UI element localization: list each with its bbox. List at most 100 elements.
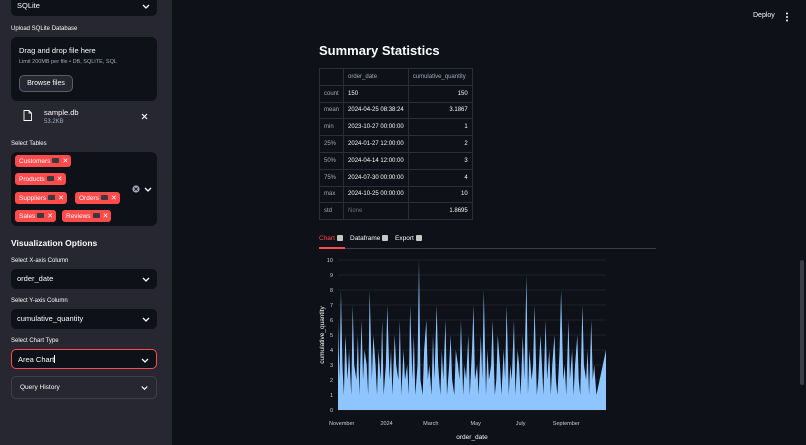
database-icon — [37, 213, 45, 218]
remove-tag-icon[interactable]: ✕ — [102, 213, 109, 220]
main-content: Deploy Summary Statistics order_date cum… — [172, 0, 806, 445]
remove-tag-icon[interactable]: ✕ — [110, 195, 117, 202]
table-cell: 4 — [407, 168, 473, 187]
vertical-dots-icon[interactable] — [785, 12, 789, 22]
remove-tag-icon[interactable]: ✕ — [62, 158, 69, 165]
table-tag-reviews[interactable]: Reviews ✕ — [62, 210, 112, 222]
row-index-cell: mean — [318, 101, 345, 120]
table-tag-orders[interactable]: Orders ✕ — [75, 192, 120, 204]
table-cell: 150 — [407, 84, 473, 103]
table-cell: 1.8695 — [407, 202, 473, 221]
column-header: cumulative_quantity — [407, 68, 473, 86]
database-icon — [52, 158, 60, 163]
remove-tag-icon[interactable]: ✕ — [58, 195, 64, 202]
chevron-down-icon — [142, 277, 150, 282]
y-tick-label: 9 — [330, 273, 333, 279]
chevron-down-icon — [142, 4, 150, 9]
tab-dataframe[interactable]: Dataframe — [350, 235, 389, 242]
x-tick-label: 2024 — [380, 421, 392, 427]
table-cell: 2 — [407, 135, 473, 153]
y-tick-label: 0 — [330, 408, 333, 414]
sidebar: SQLite Upload SQLite Database Drag and d… — [0, 0, 172, 445]
table-cell: 3.1867 — [407, 101, 473, 120]
table-cell: 150 — [343, 84, 409, 103]
row-index-cell: std — [318, 202, 345, 221]
x-tick-label: May — [470, 421, 481, 427]
chart-type-select[interactable]: Area Chart — [11, 349, 157, 369]
table-row: 75% 2024-07-30 00:00:00 4 — [318, 168, 473, 187]
y-tick-label: 5 — [330, 333, 333, 339]
tab-chart[interactable]: Chart — [319, 235, 343, 242]
table-row: min 2023-10-27 00:00:00 1 — [318, 118, 473, 137]
text-cursor — [54, 355, 56, 363]
document-icon — [382, 235, 389, 241]
column-header — [318, 68, 345, 86]
x-tick-label: July — [516, 421, 526, 427]
export-icon — [415, 235, 422, 241]
remove-tag-icon[interactable]: ✕ — [56, 176, 63, 183]
y-tick-label: 10 — [327, 258, 333, 264]
select-tables-label: Select Tables — [11, 141, 47, 147]
row-index-cell: 25% — [318, 135, 345, 153]
x-axis-title: order_date — [456, 434, 488, 441]
browse-files-button[interactable]: Browse files — [19, 75, 73, 92]
column-header: order_date — [343, 68, 409, 86]
table-cell: 2024-10-25 00:00:00 — [343, 185, 409, 204]
database-type-select[interactable]: SQLite — [11, 0, 157, 16]
tab-divider — [319, 248, 656, 249]
uploaded-file-size: 53.2KB — [44, 119, 64, 125]
database-type-value: SQLite — [17, 1, 40, 10]
table-cell: 2024-07-30 00:00:00 — [343, 168, 409, 187]
table-tag-products[interactable]: Products ✕ — [15, 173, 66, 185]
visualization-options-heading: Visualization Options — [11, 238, 98, 248]
table-tag-customers[interactable]: Customers ✕ — [15, 155, 72, 167]
chart-type-label: Select Chart Type — [11, 338, 59, 344]
area-series — [338, 260, 606, 410]
y-tick-label: 3 — [330, 363, 333, 369]
table-header-row: order_date cumulative_quantity — [318, 68, 473, 86]
database-icon — [46, 176, 54, 181]
table-tag-sales[interactable]: Sales ✕ — [15, 210, 57, 222]
y-axis-select[interactable]: cumulative_quantity — [11, 309, 157, 329]
y-tick-label: 8 — [330, 288, 333, 294]
chevron-down-icon — [142, 317, 150, 322]
row-index-cell: max — [318, 185, 345, 204]
tables-multiselect[interactable]: Customers ✕ Products ✕ Suppliers ✕ Orders ✕ … — [11, 152, 157, 226]
x-axis-value: order_date — [17, 274, 54, 283]
chevron-down-icon — [141, 358, 149, 363]
file-uploader-dropzone[interactable]: Drag and drop file here Limit 200MB per … — [11, 37, 157, 101]
table-cell: 2023-10-27 00:00:00 — [343, 118, 409, 137]
x-tick-label: March — [423, 421, 438, 427]
remove-tag-icon[interactable]: ✕ — [47, 213, 54, 220]
table-cell: 3 — [407, 151, 473, 170]
query-history-expander[interactable]: Query History — [11, 376, 157, 399]
table-cell: 1 — [407, 118, 473, 137]
page-title: Summary Statistics — [319, 43, 440, 58]
vertical-scrollbar[interactable] — [800, 260, 804, 385]
database-icon — [100, 195, 108, 200]
y-tick-label: 7 — [330, 303, 333, 309]
row-index-cell: min — [318, 118, 345, 137]
chevron-down-icon — [141, 386, 148, 391]
clear-all-icon[interactable] — [132, 185, 140, 193]
table-cell: 2024-01-27 12:00:00 — [343, 135, 409, 153]
database-icon — [48, 195, 56, 200]
table-row: count 150 150 — [318, 84, 473, 103]
remove-file-icon[interactable] — [141, 113, 148, 120]
y-tick-label: 6 — [330, 318, 333, 324]
tab-export[interactable]: Export — [395, 235, 422, 242]
deploy-button[interactable]: Deploy — [753, 12, 775, 19]
file-icon — [23, 110, 32, 121]
chevron-down-icon[interactable] — [143, 184, 153, 194]
area-chart: 0 1 2 3 4 5 6 7 8 9 10 November 2024 March May July Sept… — [319, 258, 606, 441]
y-tick-label: 1 — [330, 393, 333, 399]
x-axis-select[interactable]: order_date — [11, 269, 157, 289]
upload-label: Upload SQLite Database — [11, 26, 78, 32]
table-row: max 2024-10-25 00:00:00 10 — [318, 185, 473, 204]
y-tick-label: 4 — [330, 348, 333, 354]
row-index-cell: count — [318, 84, 345, 103]
table-row: 50% 2024-04-14 12:00:00 3 — [318, 151, 473, 170]
table-cell: None — [343, 202, 409, 221]
table-tag-suppliers[interactable]: Suppliers ✕ — [15, 192, 67, 204]
chart-icon — [336, 235, 343, 241]
